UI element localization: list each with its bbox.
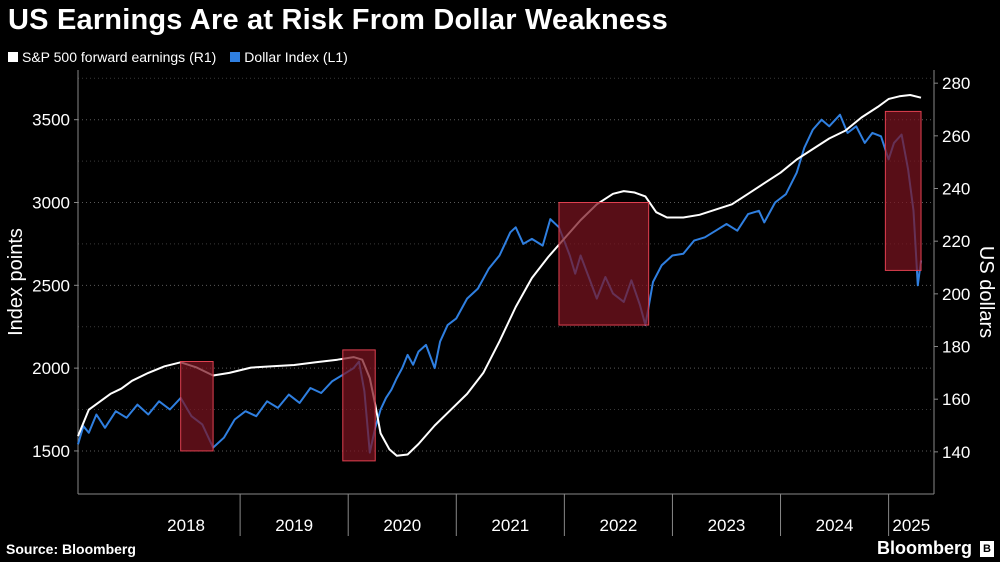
brand-logo: Bloomberg (876, 538, 972, 558)
earnings-swatch-icon (8, 52, 18, 62)
right-tick-label: 220 (942, 232, 970, 251)
left-tick-label: 2500 (32, 276, 70, 295)
legend-item-dollar: Dollar Index (L1) (230, 49, 348, 65)
x-tick-label: 2018 (167, 516, 205, 535)
right-tick-label: 180 (942, 338, 970, 357)
right-axis-title: US dollars (975, 246, 997, 338)
dollar-swatch-icon (230, 52, 241, 62)
highlight-period-box (180, 361, 214, 452)
left-tick-label: 3000 (32, 194, 70, 213)
highlight-period-box (558, 202, 650, 326)
x-tick-label: 2023 (708, 516, 746, 535)
legend-label-dollar: Dollar Index (L1) (244, 49, 348, 65)
highlight-period-box (884, 110, 922, 271)
right-tick-label: 140 (942, 443, 970, 462)
x-tick-label: 2020 (383, 516, 421, 535)
right-tick-label: 160 (942, 390, 970, 409)
legend-label-earnings: S&P 500 forward earnings (R1) (22, 49, 217, 65)
legend: S&P 500 forward earnings (R1) Dollar Ind… (8, 49, 348, 65)
x-tick-label: 2022 (599, 516, 637, 535)
x-tick-label: 2025 (892, 516, 930, 535)
right-tick-label: 240 (942, 180, 970, 199)
x-tick-label: 2024 (816, 516, 854, 535)
right-tick-label: 200 (942, 285, 970, 304)
x-tick-label: 2021 (491, 516, 529, 535)
highlight-period-box (342, 349, 376, 462)
brand-badge-icon: B (980, 541, 994, 557)
left-tick-label: 2000 (32, 359, 70, 378)
left-tick-label: 1500 (32, 442, 70, 461)
right-tick-label: 260 (942, 127, 970, 146)
chart-title: US Earnings Are at Risk From Dollar Weak… (8, 4, 668, 36)
source-note: Source: Bloomberg (6, 541, 136, 557)
legend-item-earnings: S&P 500 forward earnings (R1) (8, 49, 216, 65)
left-axis-title: Index points (5, 228, 27, 336)
left-tick-label: 3500 (32, 111, 70, 130)
x-tick-label: 2019 (275, 516, 313, 535)
right-tick-label: 280 (942, 74, 970, 93)
